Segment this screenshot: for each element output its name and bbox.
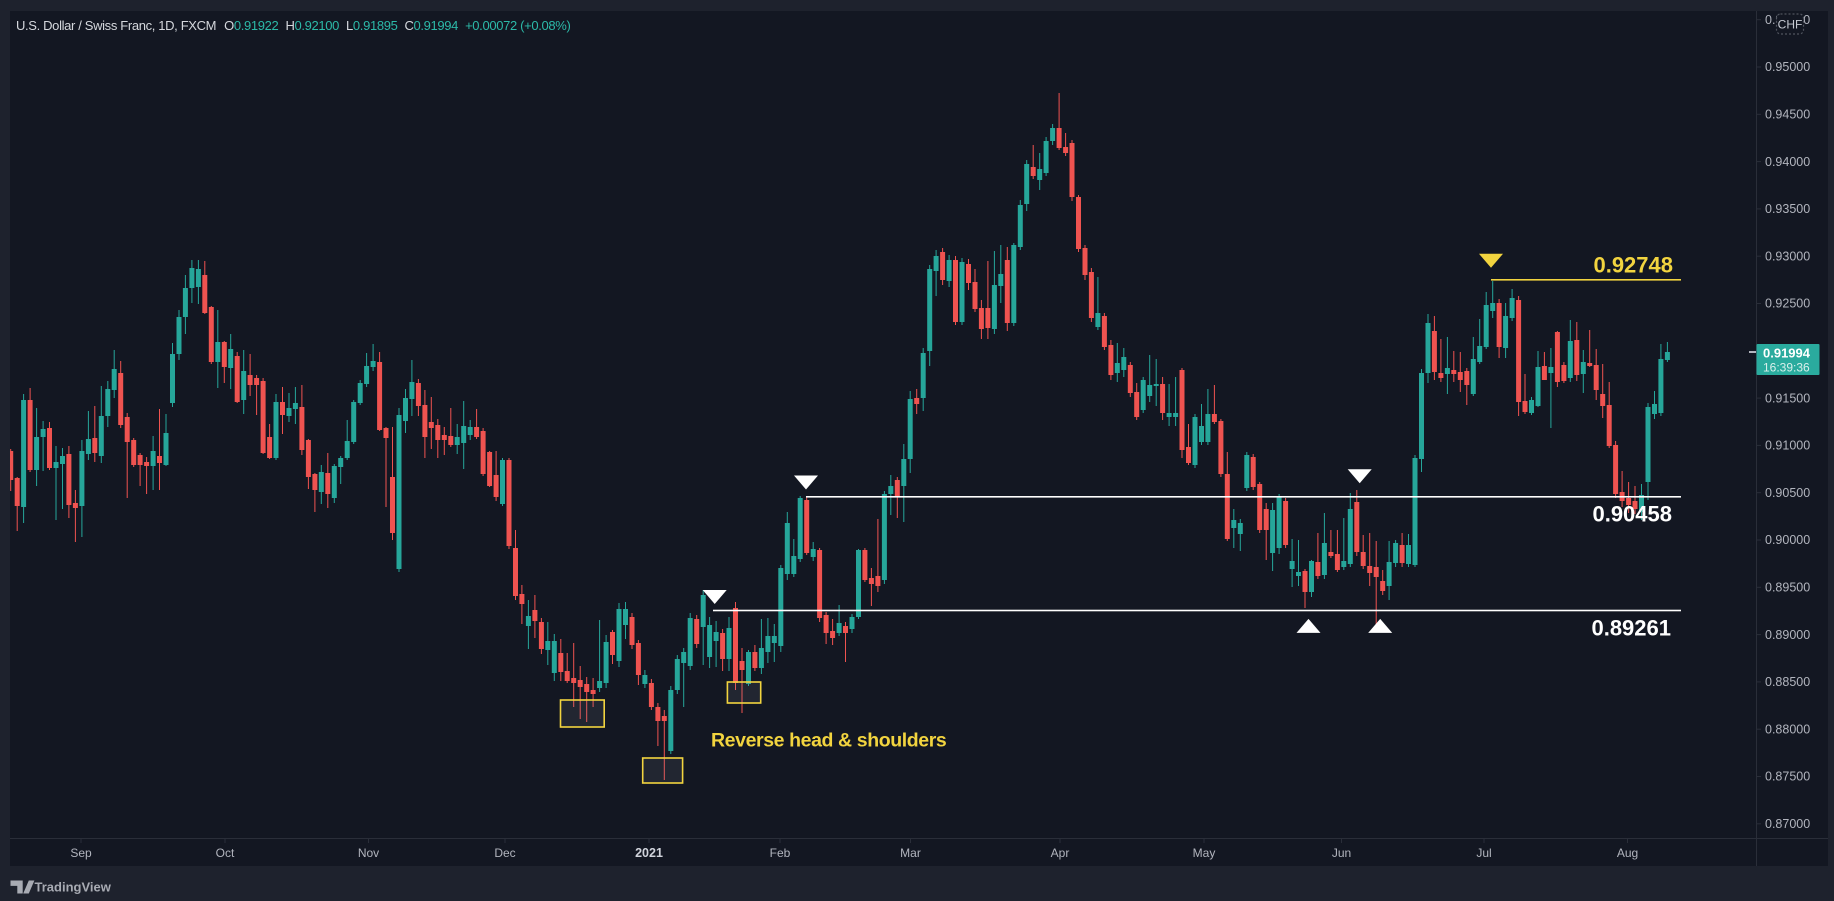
svg-text:0.91994: 0.91994 [1763,346,1811,361]
svg-text:0.93000: 0.93000 [1765,249,1810,263]
svg-text:0.93500: 0.93500 [1765,202,1810,216]
svg-text:Mar: Mar [900,846,921,860]
svg-text:Sep: Sep [70,846,92,860]
svg-text:0.89500: 0.89500 [1765,581,1810,595]
svg-text:Feb: Feb [770,846,791,860]
svg-text:TradingView: TradingView [35,880,112,895]
svg-text:Nov: Nov [358,846,379,860]
svg-text:0.88000: 0.88000 [1765,722,1810,736]
svg-text:0.87000: 0.87000 [1765,817,1810,831]
svg-text:0.91000: 0.91000 [1765,439,1810,453]
svg-text:0.89000: 0.89000 [1765,628,1810,642]
svg-text:0.92748: 0.92748 [1593,253,1673,278]
svg-text:0.90500: 0.90500 [1765,486,1810,500]
svg-text:Aug: Aug [1617,846,1638,860]
svg-text:U.S. Dollar / Swiss Franc, 1D,: U.S. Dollar / Swiss Franc, 1D, FXCM O0.91… [16,18,570,33]
svg-text:0.89261: 0.89261 [1591,616,1671,641]
svg-text:Jun: Jun [1332,846,1351,860]
svg-text:2021: 2021 [635,846,663,860]
svg-text:0.92500: 0.92500 [1765,297,1810,311]
svg-text:0.90458: 0.90458 [1592,502,1672,527]
svg-text:16:39:36: 16:39:36 [1763,361,1810,375]
svg-text:Apr: Apr [1051,846,1070,860]
svg-text:Oct: Oct [216,846,235,860]
svg-text:0.90000: 0.90000 [1765,533,1810,547]
svg-text:CHF: CHF [1778,18,1803,32]
svg-text:0.91500: 0.91500 [1765,391,1810,405]
svg-text:Jul: Jul [1476,846,1491,860]
svg-text:May: May [1193,846,1216,860]
svg-text:0.94000: 0.94000 [1765,155,1810,169]
svg-text:0.88500: 0.88500 [1765,675,1810,689]
svg-text:0.94500: 0.94500 [1765,108,1810,122]
svg-text:0.87500: 0.87500 [1765,770,1810,784]
svg-text:0.95000: 0.95000 [1765,60,1810,74]
svg-text:Dec: Dec [494,846,515,860]
svg-text:Reverse head & shoulders: Reverse head & shoulders [711,730,947,752]
